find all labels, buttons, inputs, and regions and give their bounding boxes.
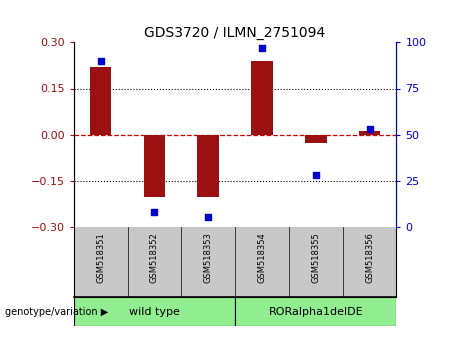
Text: GSM518352: GSM518352 [150,232,159,283]
Point [97,58,104,64]
Text: wild type: wild type [129,307,180,316]
Point [151,209,158,215]
Text: GSM518353: GSM518353 [204,232,213,283]
Bar [74,297,235,326]
Text: GSM518356: GSM518356 [365,232,374,283]
Text: GSM518355: GSM518355 [311,232,320,283]
Bar [251,61,273,135]
Text: RORalpha1delDE: RORalpha1delDE [268,307,363,316]
Text: GSM518351: GSM518351 [96,232,105,283]
Point [366,126,373,132]
Title: GDS3720 / ILMN_2751094: GDS3720 / ILMN_2751094 [144,26,326,40]
Bar [197,135,219,198]
Bar [90,67,112,135]
Text: GSM518354: GSM518354 [258,232,266,283]
Bar [235,297,396,326]
Bar [144,135,165,198]
Bar [359,131,380,135]
Text: genotype/variation ▶: genotype/variation ▶ [5,307,108,316]
Point [312,172,319,178]
Bar [305,135,326,143]
Point [205,215,212,220]
Point [258,45,266,51]
